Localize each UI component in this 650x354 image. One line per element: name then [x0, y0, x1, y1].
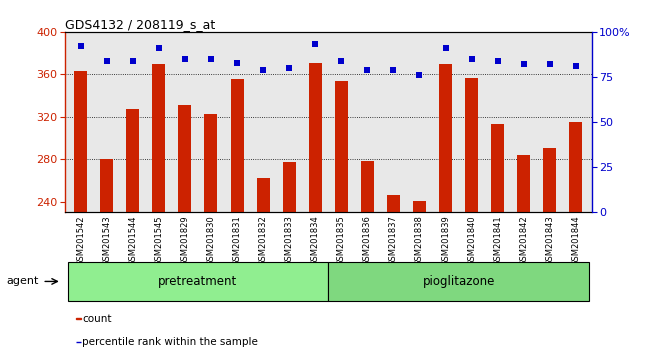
Bar — [68, 262, 328, 301]
Bar — [75, 318, 81, 319]
Bar — [74, 71, 87, 212]
Point — [75, 44, 86, 49]
Text: pretreatment: pretreatment — [159, 275, 237, 288]
Point — [101, 58, 112, 64]
Bar — [413, 201, 426, 212]
Bar — [361, 161, 374, 212]
Point — [440, 45, 450, 51]
Point — [284, 65, 294, 71]
Bar — [152, 64, 165, 212]
Bar — [335, 81, 348, 212]
Point — [467, 56, 477, 62]
Point — [153, 45, 164, 51]
Bar — [231, 79, 244, 212]
Bar — [205, 114, 218, 212]
Bar — [465, 78, 478, 212]
Bar — [257, 178, 270, 212]
Point — [493, 58, 503, 64]
Bar — [283, 162, 296, 212]
Bar — [178, 105, 191, 212]
Point — [362, 67, 372, 73]
Bar — [100, 159, 113, 212]
Text: GDS4132 / 208119_s_at: GDS4132 / 208119_s_at — [65, 18, 215, 31]
Point — [206, 56, 216, 62]
Text: percentile rank within the sample: percentile rank within the sample — [82, 337, 258, 347]
Bar — [309, 63, 322, 212]
Point — [336, 58, 346, 64]
Bar — [543, 148, 556, 212]
Point — [310, 42, 320, 47]
Bar — [569, 122, 582, 212]
Bar — [517, 155, 530, 212]
Bar — [439, 64, 452, 212]
Text: agent: agent — [6, 276, 39, 286]
Text: count: count — [82, 314, 112, 324]
Text: pioglitazone: pioglitazone — [422, 275, 495, 288]
Point — [545, 62, 555, 67]
Bar — [328, 262, 589, 301]
Point — [414, 72, 424, 78]
Point — [179, 56, 190, 62]
Point — [258, 67, 268, 73]
Point — [232, 60, 242, 65]
Bar — [126, 109, 139, 212]
Point — [571, 63, 581, 69]
Point — [127, 58, 138, 64]
Point — [519, 62, 529, 67]
Point — [388, 67, 398, 73]
Bar — [387, 195, 400, 212]
Bar — [491, 124, 504, 212]
